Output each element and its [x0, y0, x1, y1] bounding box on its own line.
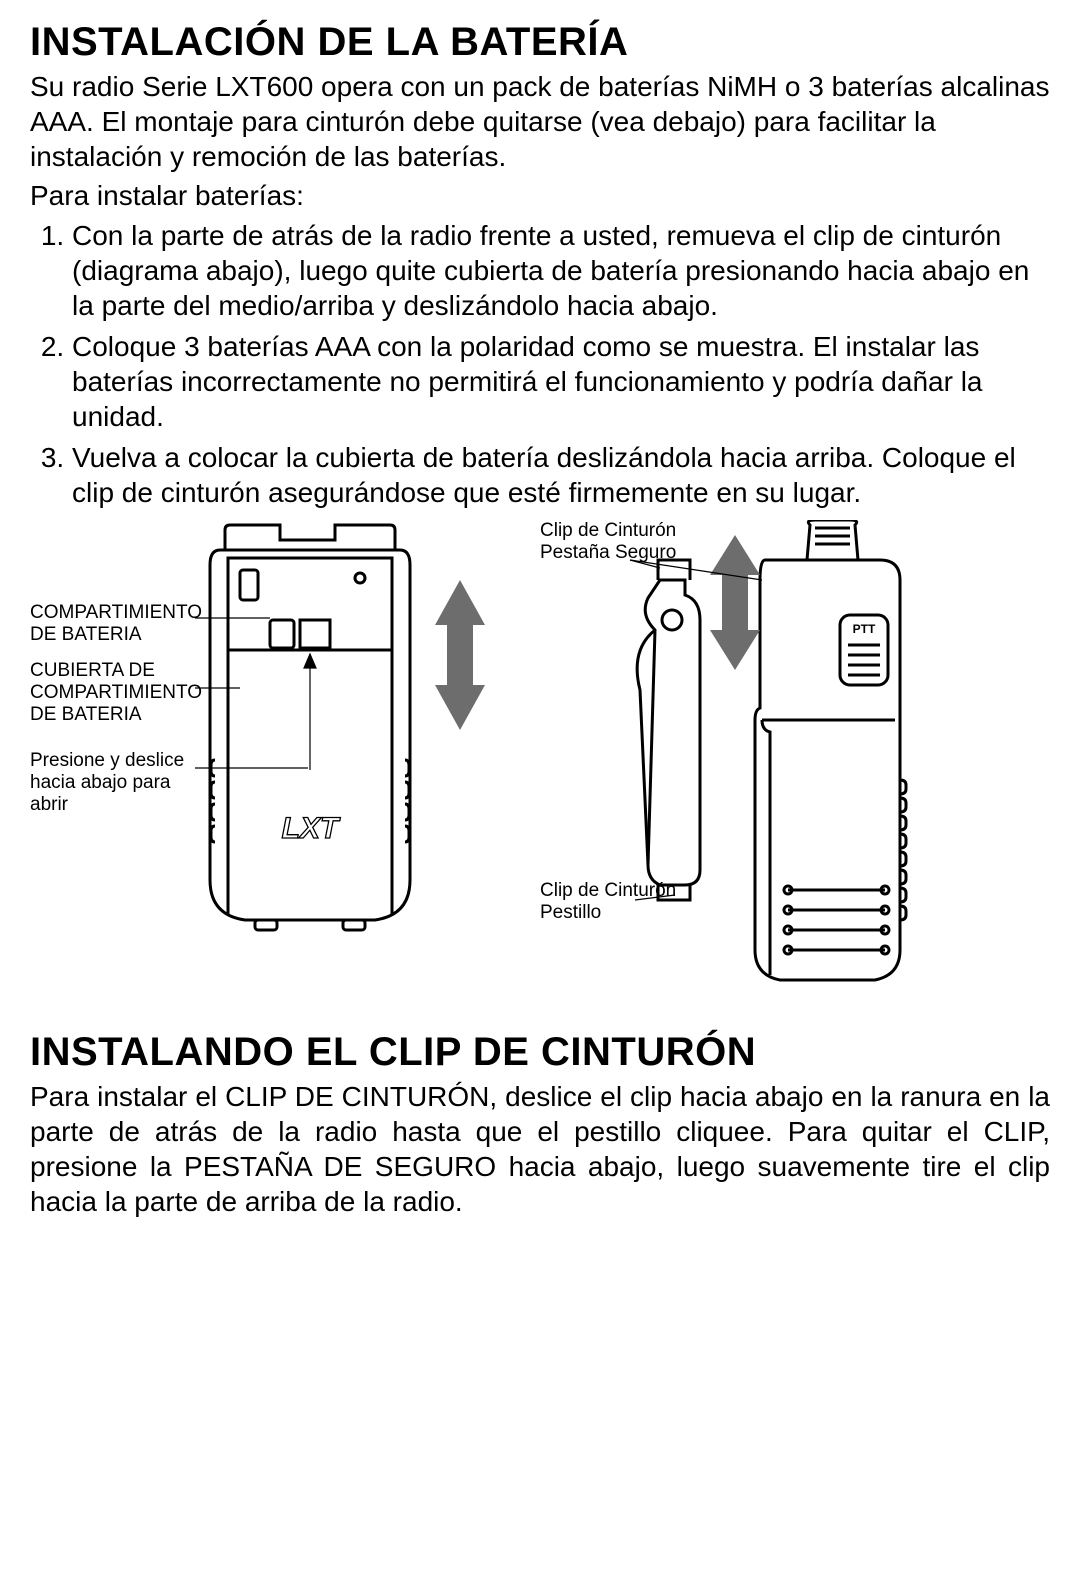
section2-body: Para instalar el CLIP DE CINTURÓN, desli… — [30, 1079, 1050, 1219]
double-arrow-icon — [435, 580, 485, 730]
label-press-slide: Presione y deslice hacia abajo para abri… — [30, 750, 210, 816]
label-clip-latch: Clip de Cinturón Pestillo — [540, 880, 700, 924]
step-item: Vuelva a colocar la cubierta de batería … — [72, 440, 1050, 510]
section1-steps: Con la parte de atrás de la radio frente… — [30, 218, 1050, 510]
diagram-belt-clip: PTT Clip de Cinturón Pestaña Seguro Clip… — [540, 520, 1040, 1000]
step-item: Coloque 3 baterías AAA con la polaridad … — [72, 329, 1050, 434]
diagram-right-svg: PTT — [540, 520, 1040, 1000]
label-battery-compartment: COMPARTIMIENTO DE BATERIA — [30, 602, 205, 646]
label-clip-tab: Clip de Cinturón Pestaña Seguro — [540, 520, 700, 564]
section1-title: INSTALACIÓN DE LA BATERÍA — [30, 20, 1050, 65]
label-battery-cover: CUBIERTA DE COMPARTIMIENTO DE BATERIA — [30, 660, 205, 726]
section1-intro: Su radio Serie LXT600 opera con un pack … — [30, 69, 1050, 174]
step-item: Con la parte de atrás de la radio frente… — [72, 218, 1050, 323]
double-arrow-icon — [710, 535, 760, 670]
section2-title: INSTALANDO EL CLIP DE CINTURÓN — [30, 1030, 1050, 1075]
section1-lead: Para instalar baterías: — [30, 180, 1050, 212]
label-ptt: PTT — [853, 622, 876, 636]
diagram-left-svg: LXT — [30, 520, 510, 940]
diagram-battery-compartment: LXT COMPARTIMIENTO DE BATERIA CUBIERTA D… — [30, 520, 510, 940]
section2: INSTALANDO EL CLIP DE CINTURÓN Para inst… — [30, 1030, 1050, 1219]
diagrams-row: LXT COMPARTIMIENTO DE BATERIA CUBIERTA D… — [30, 520, 1050, 1000]
brand-text: LXT — [282, 812, 341, 845]
manual-page: INSTALACIÓN DE LA BATERÍA Su radio Serie… — [0, 0, 1080, 1249]
